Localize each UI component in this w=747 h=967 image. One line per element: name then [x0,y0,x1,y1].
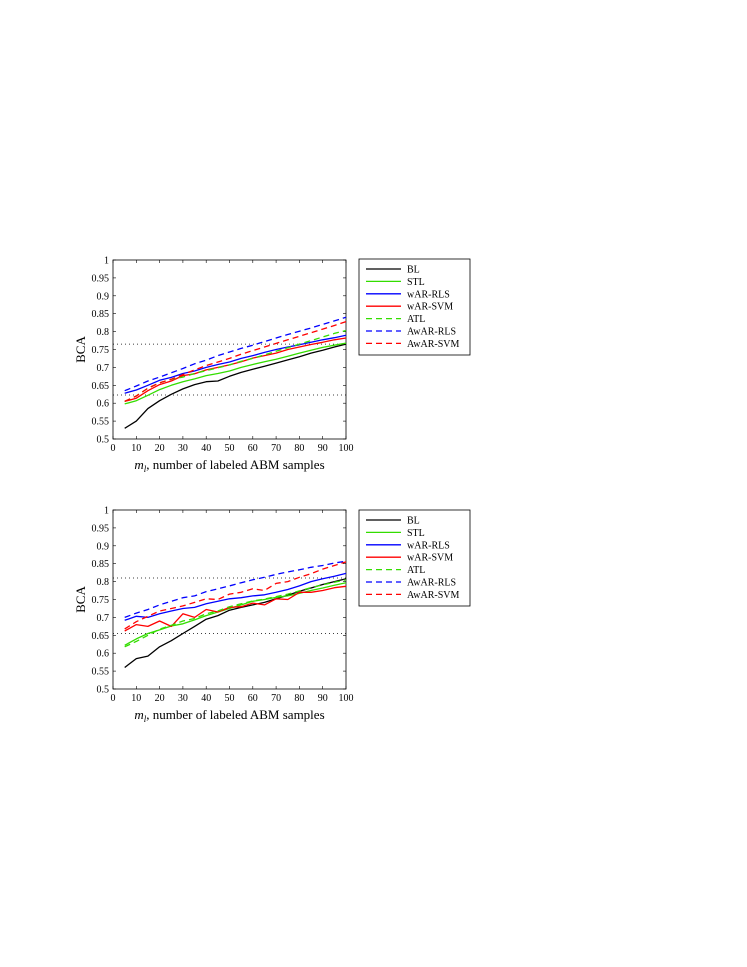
y-axis-label: BCA [73,586,88,613]
y-tick-label: 0.85 [92,559,110,570]
y-tick-label: 0.7 [97,613,110,624]
y-tick-label: 0.8 [97,577,110,588]
y-tick-label: 0.95 [92,523,110,534]
x-tick-label: 20 [155,443,165,454]
x-tick-label: 70 [271,443,281,454]
legend-label: AwAR-SVM [407,339,460,350]
legend-label: STL [407,277,425,288]
y-tick-label: 0.55 [92,417,110,428]
x-axis-label-math: m [134,457,143,472]
y-tick-label: 0.75 [92,345,110,356]
y-tick-label: 0.95 [92,273,110,284]
legend-label: AwAR-RLS [407,578,456,589]
series-line-bl [124,343,347,429]
series-line-war-svm [124,337,347,403]
x-axis-label-math: m [134,707,143,722]
legend-label: ATL [407,314,425,325]
legend-label: wAR-RLS [407,540,450,551]
legend-label: wAR-SVM [407,302,453,313]
x-tick-label: 40 [201,443,211,454]
y-axis-label: BCA [73,336,88,363]
series-line-stl [124,342,347,405]
x-tick-label: 10 [131,693,141,704]
series-line-atl [124,579,347,648]
y-tick-label: 0.65 [92,381,110,392]
x-axis-label: ml, number of labeled ABM samples [134,707,324,724]
y-tick-label: 0.55 [92,667,110,678]
x-tick-label: 80 [294,693,304,704]
x-tick-label: 90 [318,693,328,704]
x-tick-label: 100 [339,443,354,454]
series-line-awar-rls [124,316,347,392]
legend-box [358,258,471,356]
legend-label: STL [407,528,425,539]
y-tick-label: 0.9 [97,541,110,552]
legend-box [358,509,471,607]
y-tick-label: 0.65 [92,631,110,642]
x-tick-label: 60 [248,693,258,704]
y-tick-label: 0.9 [97,291,110,302]
legend-label: AwAR-SVM [407,590,460,601]
plot-area [112,509,347,690]
x-tick-label: 70 [271,693,281,704]
x-tick-label: 50 [225,693,235,704]
series-line-awar-svm [124,320,347,402]
y-tick-label: 0.6 [97,399,110,410]
x-tick-label: 100 [339,693,354,704]
plot-area [112,259,347,440]
x-tick-label: 50 [225,443,235,454]
x-axis-label-subscript: l [144,464,147,474]
series-line-war-rls [124,334,347,394]
x-tick-label: 0 [111,443,116,454]
x-tick-label: 30 [178,693,188,704]
y-tick-label: 1 [104,256,109,267]
y-tick-label: 0.6 [97,649,110,660]
x-axis-label-text: , number of labeled ABM samples [146,707,324,722]
y-tick-label: 1 [104,506,109,517]
legend-label: AwAR-RLS [407,327,456,338]
series-line-war-svm [124,585,347,632]
series-line-awar-rls [124,560,347,619]
legend-label: wAR-RLS [407,289,450,300]
legend-label: BL [407,265,420,276]
x-tick-label: 40 [201,693,211,704]
y-tick-label: 0.7 [97,363,110,374]
x-tick-label: 0 [111,693,116,704]
x-tick-label: 30 [178,443,188,454]
legend-label: BL [407,516,420,527]
x-tick-label: 90 [318,443,328,454]
x-tick-label: 60 [248,443,258,454]
series-line-awar-svm [124,561,347,630]
y-tick-label: 0.5 [97,435,110,446]
x-axis-label: ml, number of labeled ABM samples [134,457,324,474]
y-tick-label: 0.75 [92,595,110,606]
series-line-war-rls [124,572,347,621]
y-tick-label: 0.5 [97,685,110,696]
x-axis-label-text: , number of labeled ABM samples [146,457,324,472]
x-axis-label-subscript: l [144,714,147,724]
legend-label: wAR-SVM [407,553,453,564]
x-tick-label: 10 [131,443,141,454]
y-tick-label: 0.8 [97,327,110,338]
y-tick-label: 0.85 [92,309,110,320]
x-tick-label: 80 [294,443,304,454]
x-tick-label: 20 [155,693,165,704]
legend-label: ATL [407,565,425,576]
